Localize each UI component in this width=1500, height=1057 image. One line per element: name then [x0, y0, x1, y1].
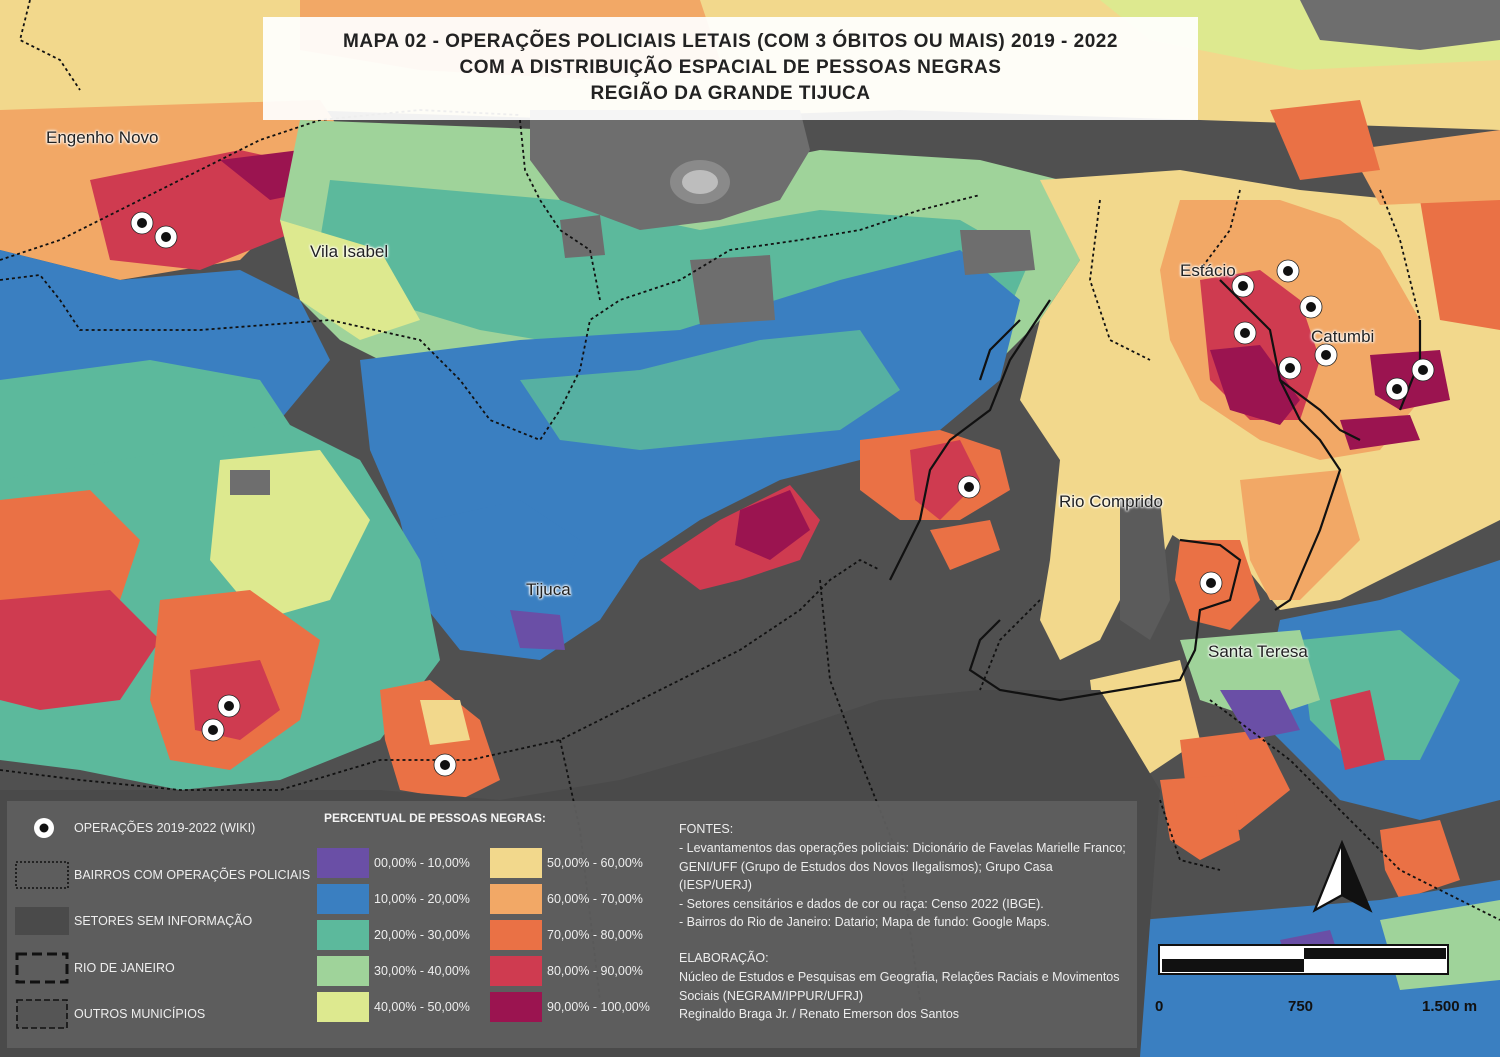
place-label-estacio: Estácio — [1180, 261, 1236, 280]
place-label-rio-comprido: Rio Comprido — [1059, 492, 1163, 511]
legend-swatch-label: 20,00% - 30,00% — [374, 928, 470, 942]
operation-marker — [154, 225, 178, 249]
legend-bairros-label: BAIRROS COM OPERAÇÕES POLICIAIS — [74, 868, 311, 882]
administrative-boundaries — [889, 279, 1422, 702]
operation-marker — [433, 753, 457, 777]
operation-marker — [201, 718, 225, 742]
scale-label-1500: 1.500 m — [1422, 998, 1478, 1015]
legend-outros-label: OUTROS MUNICÍPIOS — [74, 1007, 206, 1021]
sources-heading: FONTES: — [679, 822, 734, 836]
elaboration-line-1: Núcleo de Estudos e Pesquisas em Geograf… — [679, 970, 1120, 1003]
legend-swatch — [490, 920, 542, 950]
map-title-line-2: COM A DISTRIBUIÇÃO ESPACIAL DE PESSOAS N… — [459, 57, 1002, 78]
operation-marker — [1278, 356, 1302, 380]
operation-marker — [1276, 259, 1300, 283]
operation-marker — [130, 211, 154, 235]
legend-swatch-label: 00,00% - 10,00% — [374, 856, 470, 870]
legend-swatch — [490, 884, 542, 914]
legend-swatch-label: 70,00% - 80,00% — [547, 928, 643, 942]
sources-line-3: - Bairros do Rio de Janeiro: Datario; Ma… — [679, 915, 1051, 929]
legend-rio-label: RIO DE JANEIRO — [74, 961, 175, 975]
legend-swatch-label: 90,00% - 100,00% — [547, 1000, 650, 1014]
elaboration-line-2: Reginaldo Braga Jr. / Renato Emerson dos… — [679, 1007, 960, 1021]
legend-panel: OPERAÇÕES 2019-2022 (WIKI) BAIRROS COM O… — [7, 801, 1137, 1048]
legend-percent-heading: PERCENTUAL DE PESSOAS NEGRAS: — [324, 811, 546, 825]
operation-marker — [1299, 295, 1323, 319]
dotted-boundary-icon — [15, 861, 69, 889]
operation-marker — [1314, 343, 1338, 367]
north-arrow-icon — [1312, 840, 1373, 913]
operation-marker — [1199, 571, 1223, 595]
rio-boundary-icon — [15, 952, 69, 984]
legend-swatch-label: 10,00% - 20,00% — [374, 892, 470, 906]
place-label-catumbi: Catumbi — [1311, 327, 1375, 346]
outros-municipios-icon — [16, 999, 68, 1029]
legend-swatch — [490, 848, 542, 878]
operation-marker — [1233, 321, 1257, 345]
legend-swatch — [317, 920, 369, 950]
place-label-vila-isabel: Vila Isabel — [310, 242, 389, 261]
sources-line-1: - Levantamentos das operações policiais:… — [679, 841, 1126, 892]
legend-swatch — [317, 992, 369, 1022]
legend-swatch-label: 30,00% - 40,00% — [374, 964, 470, 978]
legend-swatch — [317, 848, 369, 878]
map-title-box: MAPA 02 - OPERAÇÕES POLICIAIS LETAIS (CO… — [263, 17, 1198, 120]
legend-swatch-label: 50,00% - 60,00% — [547, 856, 643, 870]
legend-operations-label: OPERAÇÕES 2019-2022 (WIKI) — [74, 821, 256, 835]
operation-marker — [1385, 377, 1409, 401]
no-info-swatch — [15, 907, 69, 935]
legend-setores-label: SETORES SEM INFORMAÇÃO — [74, 914, 253, 928]
map-title-line-3: REGIÃO DA GRANDE TIJUCA — [590, 83, 871, 104]
scale-label-0: 0 — [1155, 998, 1164, 1015]
legend-swatch-label: 60,00% - 70,00% — [547, 892, 643, 906]
operation-marker — [217, 694, 241, 718]
operation-marker — [1231, 274, 1255, 298]
place-label-tijuca: Tijuca — [526, 580, 571, 599]
neighbourhood-boundaries — [0, 0, 1500, 1001]
operation-marker — [1411, 358, 1435, 382]
operation-marker-icon — [34, 818, 54, 838]
place-label-engenho-novo: Engenho Novo — [46, 128, 159, 147]
map-title-line-1: MAPA 02 - OPERAÇÕES POLICIAIS LETAIS (CO… — [343, 31, 1118, 52]
legend-swatch-label: 80,00% - 90,00% — [547, 964, 643, 978]
sources-line-2: - Setores censitários e dados de cor ou … — [679, 897, 1044, 911]
scale-bar — [1158, 944, 1449, 975]
scale-label-750: 750 — [1288, 998, 1314, 1015]
elaboration-heading: ELABORAÇÃO: — [679, 951, 769, 965]
legend-swatch — [317, 884, 369, 914]
legend-swatch — [490, 956, 542, 986]
place-label-santa-teresa: Santa Teresa — [1208, 642, 1308, 661]
legend-swatch-label: 40,00% - 50,00% — [374, 1000, 470, 1014]
legend-swatch — [490, 992, 542, 1022]
legend-swatch — [317, 956, 369, 986]
operation-marker — [957, 475, 981, 499]
